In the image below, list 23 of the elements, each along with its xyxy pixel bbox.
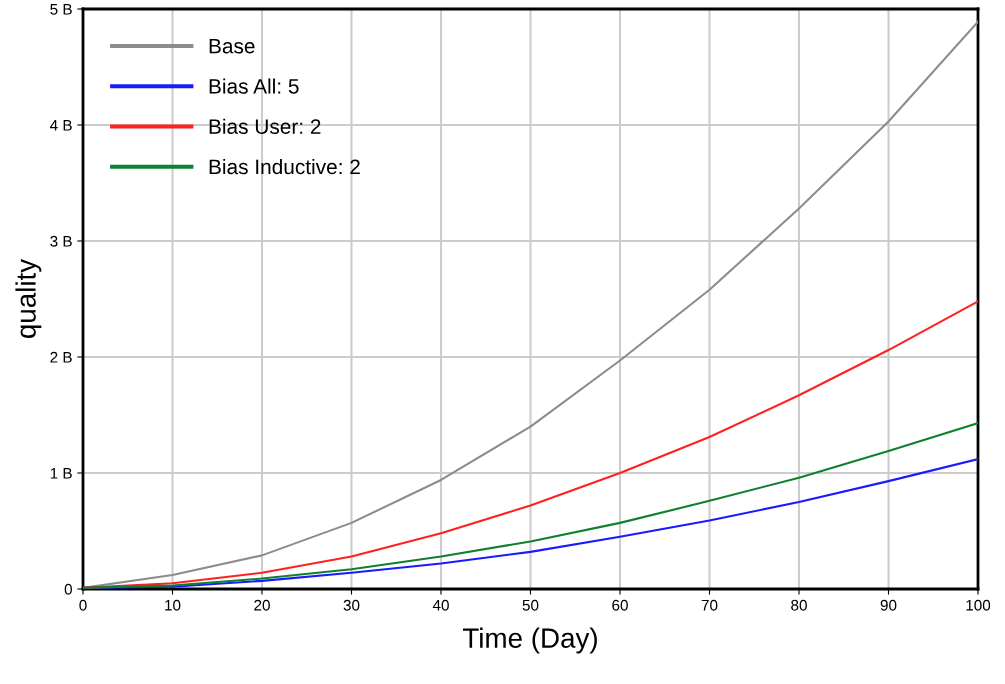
legend-label: Base bbox=[209, 38, 255, 54]
y-tick-label: 4 B bbox=[50, 120, 72, 131]
x-tick-label: 50 bbox=[522, 599, 539, 611]
x-tick-label: 10 bbox=[165, 599, 181, 611]
x-tick-label: 80 bbox=[791, 599, 807, 611]
x-tick-label: 0 bbox=[79, 599, 87, 611]
y-tick-label: 3 B bbox=[50, 235, 72, 247]
x-axis-title: Time (Day) bbox=[462, 627, 597, 654]
x-tick-label: 30 bbox=[343, 599, 360, 611]
x-tick-label: 100 bbox=[966, 599, 991, 611]
x-tick-label: 90 bbox=[880, 599, 897, 611]
legend-label: Bias All: 5 bbox=[209, 78, 299, 94]
x-tick-label: 20 bbox=[254, 599, 270, 611]
x-tick-label: 40 bbox=[432, 599, 449, 611]
x-tick-label: 70 bbox=[701, 599, 718, 611]
legend-label: Bias User: 2 bbox=[209, 118, 321, 134]
y-axis-title: quality bbox=[15, 258, 42, 338]
y-tick-label: 1 B bbox=[50, 468, 72, 479]
y-tick-label: 5 B bbox=[50, 4, 72, 15]
y-tick-label: 0 bbox=[64, 583, 72, 595]
y-tick-label: 2 B bbox=[50, 351, 72, 363]
legend-label: Bias Inductive: 2 bbox=[209, 158, 360, 175]
x-tick-label: 60 bbox=[612, 599, 628, 611]
